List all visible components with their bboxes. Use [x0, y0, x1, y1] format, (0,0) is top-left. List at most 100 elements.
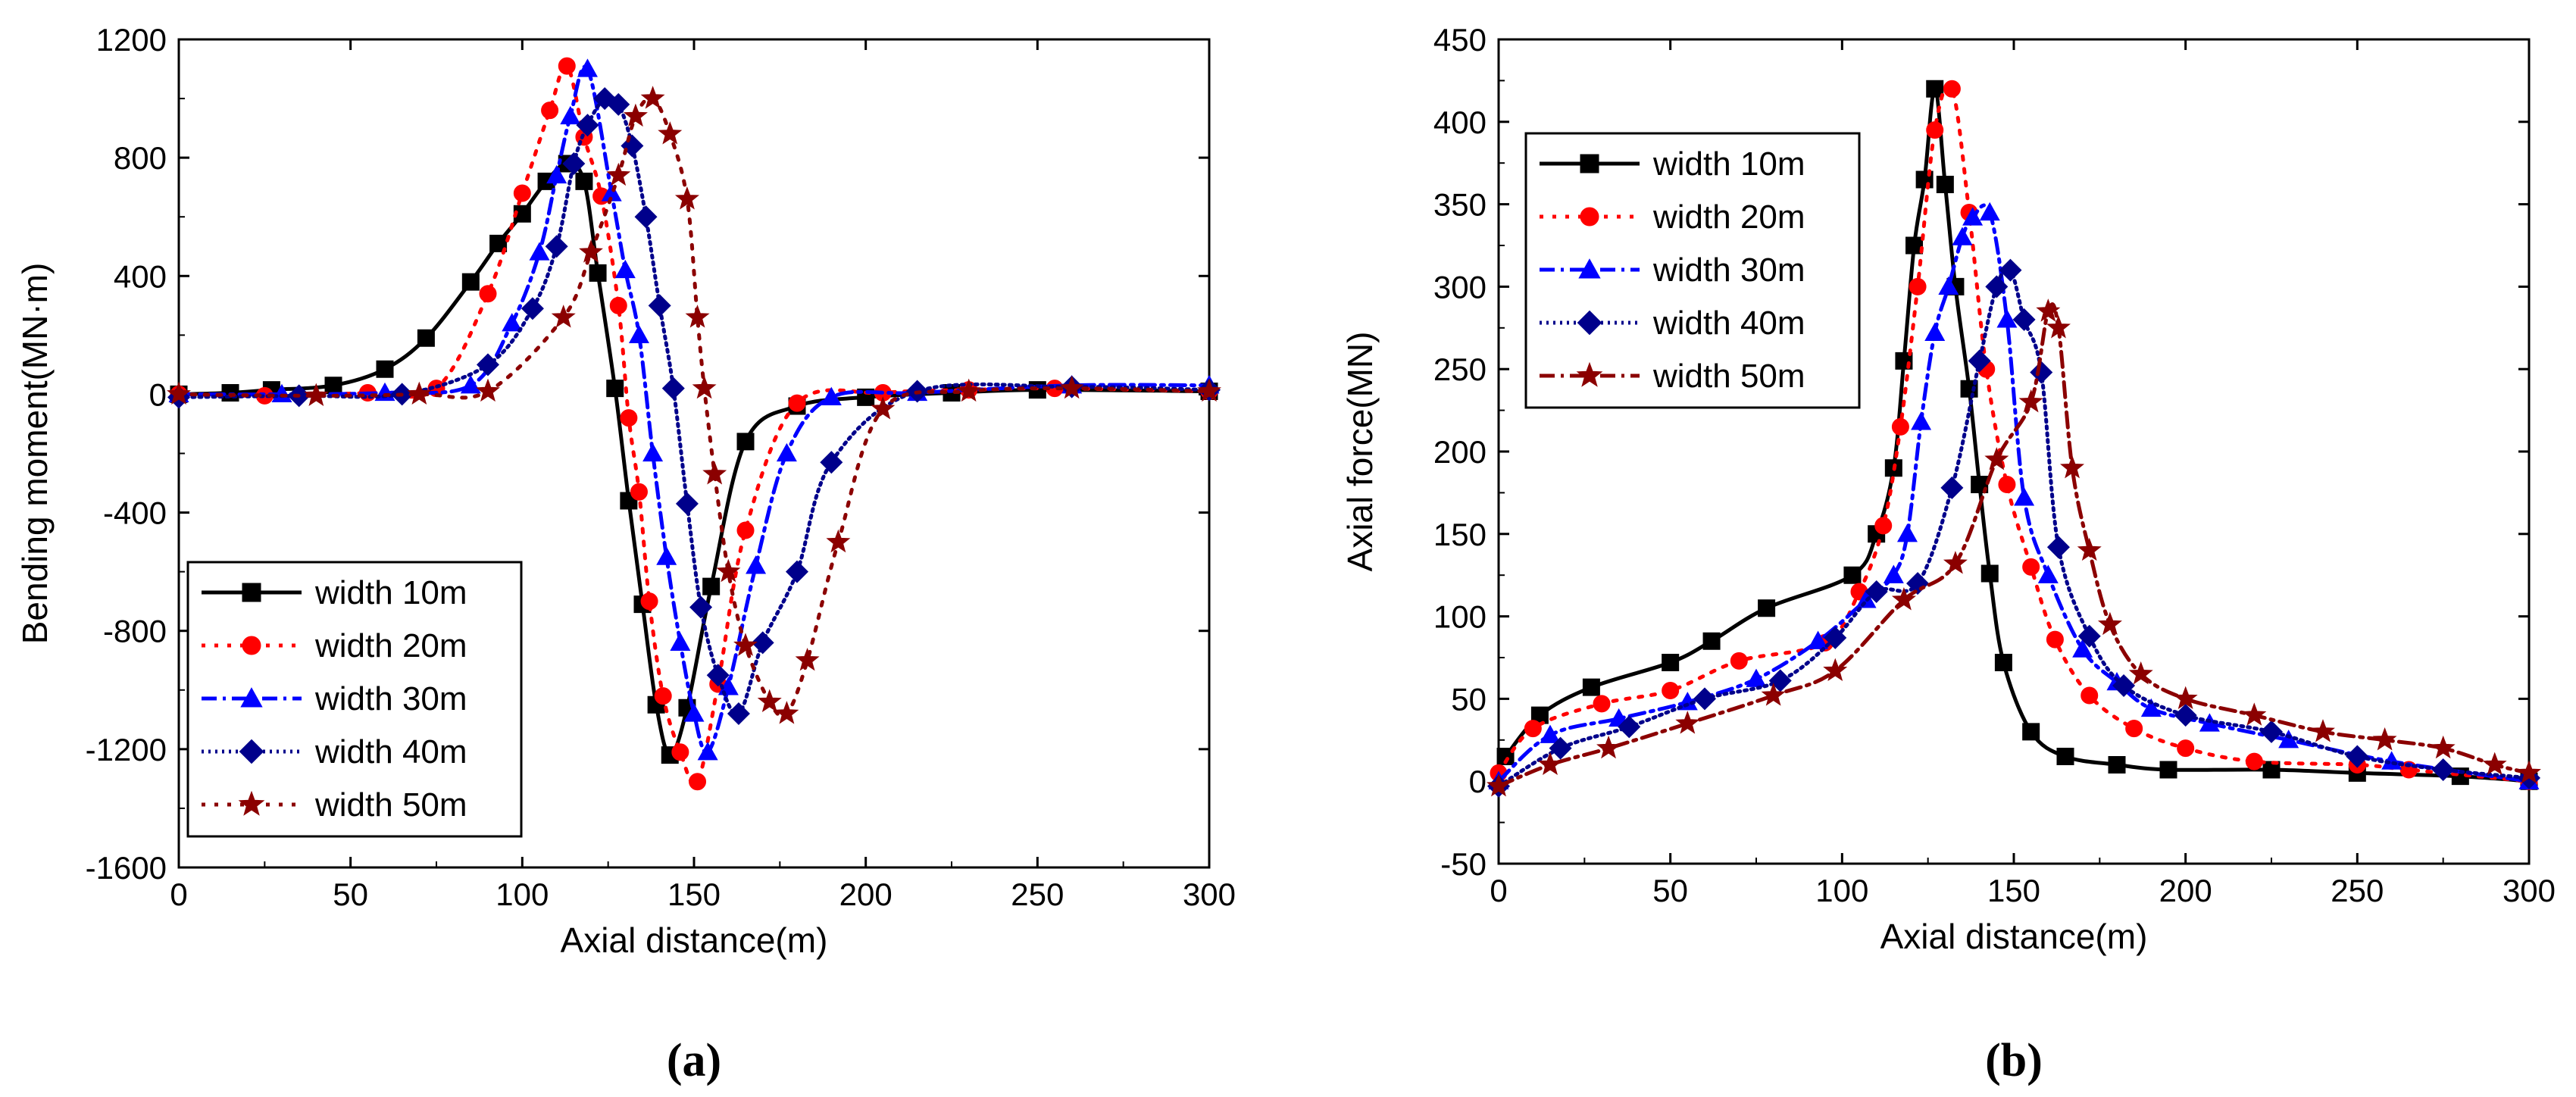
y-tick-label: 0: [149, 377, 167, 412]
data-point-star: [2128, 661, 2153, 685]
data-point-circle: [1891, 417, 1909, 436]
data-point-star: [551, 305, 576, 328]
x-tick-label: 200: [2159, 873, 2212, 908]
data-point-diamond: [2046, 536, 2070, 559]
data-point-star: [1675, 711, 1700, 734]
data-point-star: [2097, 611, 2122, 636]
data-point-square: [2159, 761, 2177, 779]
y-tick-label: 400: [114, 258, 167, 294]
data-point-triangle: [1808, 630, 1829, 649]
data-point-diamond: [1618, 715, 1641, 739]
data-point-star: [1487, 773, 1511, 797]
data-point-circle: [630, 483, 648, 501]
x-tick-label: 50: [1652, 873, 1688, 908]
data-point-circle: [671, 743, 689, 761]
data-point-triangle: [1979, 202, 2000, 221]
data-point-star: [407, 381, 432, 405]
data-point-star: [1197, 378, 1221, 402]
data-point-triangle: [460, 375, 481, 394]
data-point-square: [1582, 678, 1600, 696]
x-tick-label: 250: [1011, 877, 1064, 912]
data-point-triangle: [1883, 564, 1904, 583]
data-point-circle: [513, 184, 531, 202]
data-point-triangle: [1996, 309, 2018, 328]
y-tick-label: -50: [1440, 846, 1487, 882]
data-point-circle: [689, 773, 707, 791]
data-point-square: [575, 172, 593, 190]
data-point-circle: [609, 296, 627, 314]
data-point-circle: [2125, 720, 2143, 737]
data-point-star: [1891, 586, 1916, 611]
data-point-circle: [640, 592, 658, 611]
x-axis-title: Axial distance(m): [1880, 917, 2148, 956]
data-point-square: [461, 273, 480, 291]
x-tick-label: 250: [2331, 873, 2384, 908]
data-point-circle: [1874, 517, 1893, 535]
y-tick-label: 200: [1433, 434, 1487, 470]
data-point-triangle: [1938, 276, 1959, 295]
data-point-diamond: [1824, 626, 1847, 649]
data-point-diamond: [476, 353, 500, 377]
legend-entry-label: width 50m: [314, 786, 467, 824]
data-point-star: [774, 701, 799, 724]
legend-marker-square: [242, 583, 261, 602]
data-point-diamond: [2174, 704, 2197, 727]
data-point-star: [2046, 314, 2071, 339]
data-point-triangle: [2037, 564, 2059, 583]
data-point-circle: [620, 409, 638, 427]
x-tick-label: 0: [170, 877, 187, 912]
data-point-star: [1761, 683, 1786, 706]
data-point-square: [489, 234, 508, 252]
data-point-star: [826, 529, 851, 553]
data-point-star: [606, 162, 631, 186]
x-tick-label: 200: [839, 877, 893, 912]
x-tick-label: 0: [1490, 873, 1507, 908]
y-tick-label: 250: [1433, 352, 1487, 387]
data-point-diamond: [634, 205, 658, 229]
series-width-10m: [1496, 80, 2538, 790]
data-point-triangle: [697, 742, 718, 761]
data-point-triangle: [560, 105, 581, 125]
data-point-circle: [1662, 682, 1680, 699]
x-axis-title: Axial distance(m): [561, 920, 828, 960]
legend-marker-circle: [242, 636, 261, 655]
data-point-star: [2431, 735, 2456, 759]
legend-marker-star: [1576, 361, 1603, 387]
legend-entry-label: width 40m: [314, 733, 467, 770]
chart-panel-b: 0 50 100 150 200 250 300-500501001502002503003…: [1340, 22, 2556, 1086]
data-point-circle: [1730, 652, 1748, 670]
data-point-star: [733, 633, 758, 656]
data-point-circle: [1593, 695, 1611, 713]
legend-entry-label: width 30m: [1652, 252, 1805, 289]
legend: width 10m width 20m width 30m width 40m widt…: [1524, 132, 1861, 409]
data-point-diamond: [2431, 758, 2455, 781]
x-tick-label: 100: [1815, 873, 1868, 908]
data-point-star: [2077, 537, 2102, 561]
data-point-diamond: [545, 235, 568, 258]
y-axis-title: Bending moment(MN·m): [15, 263, 55, 645]
series-line: [177, 64, 1211, 755]
data-point-circle: [2046, 630, 2064, 649]
data-point-star: [167, 381, 191, 405]
legend-entry-label: width 10m: [314, 574, 467, 611]
data-point-triangle: [1896, 523, 1918, 542]
data-point-star: [623, 103, 648, 127]
data-point-square: [1905, 236, 1924, 255]
data-point-star: [716, 558, 741, 583]
data-point-square: [1702, 632, 1721, 650]
data-point-square: [702, 577, 721, 595]
data-point-diamond: [1968, 349, 1991, 373]
data-point-triangle: [746, 555, 767, 574]
y-tick-label: 1200: [96, 22, 167, 58]
data-point-triangle: [1962, 207, 1984, 226]
data-point-triangle: [628, 324, 649, 343]
legend-marker-star: [238, 790, 265, 816]
y-tick-label: -1600: [86, 850, 167, 886]
legend-entry-label: width 10m: [1652, 145, 1805, 183]
data-point-diamond: [2030, 361, 2053, 384]
data-point-star: [1538, 752, 1562, 776]
data-point-star: [640, 86, 665, 109]
data-point-star: [2372, 727, 2397, 751]
data-point-diamond: [689, 595, 713, 619]
data-point-diamond: [751, 631, 774, 655]
